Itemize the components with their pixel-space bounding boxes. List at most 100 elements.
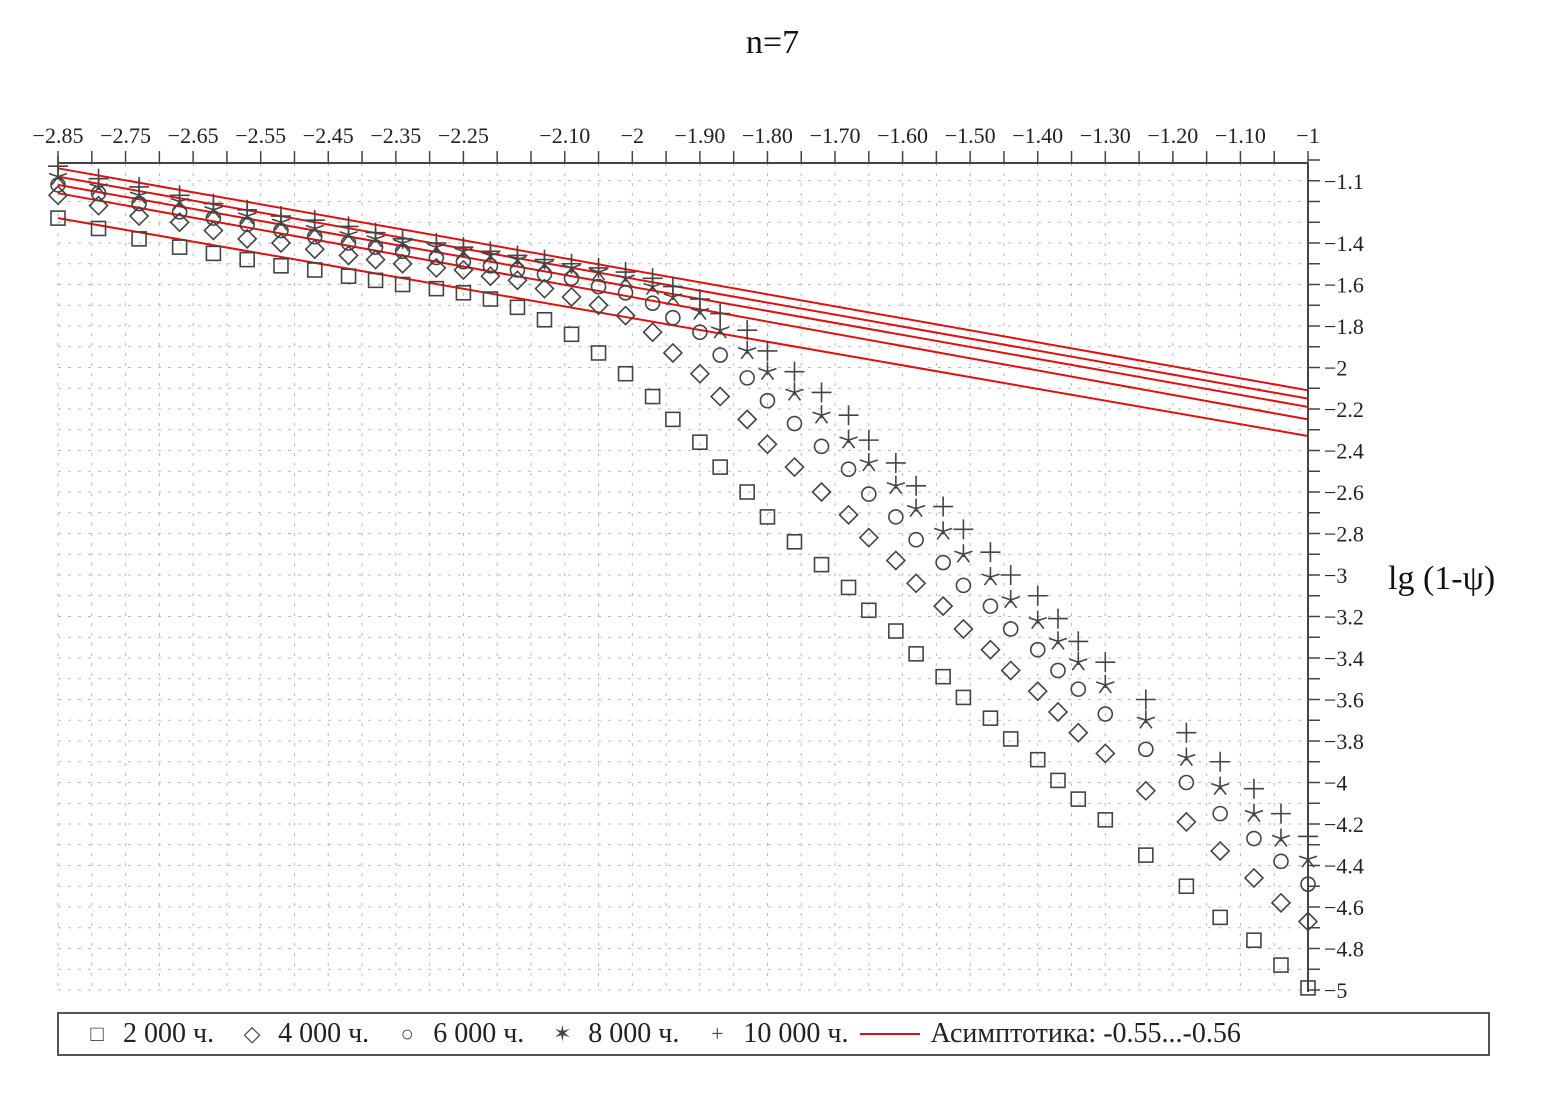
plus-point bbox=[933, 496, 954, 517]
square-point bbox=[171, 239, 188, 255]
x-tick-label: −2.85 bbox=[33, 123, 84, 148]
legend-item-10000: +10 000 ч. bbox=[705, 1018, 848, 1050]
diamond-point bbox=[304, 239, 325, 260]
circle-point bbox=[1050, 662, 1066, 679]
square-point bbox=[982, 710, 999, 726]
square-point bbox=[509, 299, 526, 316]
star-point bbox=[1136, 710, 1156, 729]
legend: □ 2 000 ч. ◇ 4 000 ч. ○ 6 000 ч. ✶ 8 000 ч. … bbox=[57, 1012, 1490, 1056]
plus-point bbox=[662, 276, 683, 297]
circle-point bbox=[759, 392, 776, 409]
plus-point bbox=[588, 257, 609, 278]
x-tick-label: −1.10 bbox=[1215, 123, 1266, 148]
square-point bbox=[306, 262, 323, 278]
star-point bbox=[933, 521, 953, 540]
y-tick-label: −1.4 bbox=[1324, 231, 1364, 256]
diamond-point bbox=[858, 527, 879, 548]
y-tick-label: −2.6 bbox=[1324, 480, 1364, 505]
square-point bbox=[273, 258, 289, 274]
plus-point bbox=[1298, 826, 1318, 847]
plus-point bbox=[338, 216, 359, 237]
y-tick-label: −1.8 bbox=[1324, 314, 1364, 339]
circle-point bbox=[1178, 774, 1195, 791]
plus-point bbox=[757, 340, 778, 361]
legend-label: 2 000 ч. bbox=[123, 1018, 215, 1049]
diamond-point bbox=[885, 550, 906, 571]
plus-point bbox=[1095, 652, 1116, 673]
y-tick-label: −5 bbox=[1324, 978, 1347, 1003]
diamond-point bbox=[365, 249, 386, 270]
square-point bbox=[1029, 751, 1046, 768]
star-point bbox=[812, 405, 831, 424]
diamond-marker-icon: ◇ bbox=[243, 1021, 261, 1046]
circle-point bbox=[908, 531, 924, 548]
plus-point bbox=[392, 228, 413, 249]
square-point bbox=[394, 276, 411, 293]
asymptote-line bbox=[57, 175, 1309, 400]
diamond-point bbox=[953, 618, 974, 640]
legend-label: 8 000 ч. bbox=[588, 1018, 680, 1049]
plus-point bbox=[270, 206, 291, 227]
x-tick-label: −1.80 bbox=[742, 123, 793, 148]
square-point bbox=[131, 231, 147, 247]
diamond-point bbox=[662, 342, 683, 364]
plus-point bbox=[953, 519, 974, 540]
diamond-point bbox=[88, 195, 109, 216]
diamond-point bbox=[689, 363, 711, 384]
plus-point bbox=[88, 168, 109, 189]
star-point bbox=[1048, 631, 1068, 650]
diamond-point bbox=[980, 639, 1001, 660]
diamond-point bbox=[905, 573, 927, 594]
diamond-point bbox=[1176, 811, 1197, 833]
diamond-point bbox=[784, 456, 805, 478]
plus-point bbox=[203, 193, 224, 214]
square-point bbox=[935, 668, 951, 685]
x-tick-label: −2 bbox=[621, 123, 644, 148]
square-point bbox=[692, 434, 708, 451]
circle-point bbox=[1300, 876, 1316, 892]
star-point bbox=[1001, 589, 1020, 609]
square-point bbox=[205, 245, 222, 262]
y-tick-label: −3.4 bbox=[1324, 646, 1364, 671]
square-point bbox=[888, 623, 904, 639]
diamond-point bbox=[737, 409, 758, 430]
diamond-point bbox=[237, 228, 258, 249]
square-point bbox=[955, 689, 972, 706]
x-tick-label: −2.75 bbox=[100, 123, 151, 148]
diamond-point bbox=[811, 481, 832, 503]
square-point bbox=[759, 509, 776, 525]
diamond-point bbox=[203, 220, 224, 241]
plus-point bbox=[534, 249, 555, 270]
plus-point bbox=[1176, 722, 1197, 743]
x-tick-label: −1.90 bbox=[674, 123, 725, 148]
diamond-point bbox=[480, 266, 501, 287]
y-tick-label: −4.2 bbox=[1324, 812, 1364, 837]
legend-item-asymptote: Асимптотика: -0.55...-0.56 bbox=[860, 1018, 1241, 1050]
diamond-point bbox=[1068, 722, 1089, 743]
circle-point bbox=[982, 598, 999, 614]
diamond-point bbox=[642, 322, 663, 343]
square-point bbox=[1178, 878, 1195, 895]
x-tick-label: −2.55 bbox=[235, 123, 286, 148]
square-point bbox=[90, 220, 107, 237]
plus-point bbox=[784, 361, 805, 382]
legend-label: 4 000 ч. bbox=[278, 1018, 370, 1049]
star-point bbox=[1244, 803, 1264, 823]
square-point bbox=[665, 411, 681, 428]
circle-point bbox=[935, 554, 951, 571]
diamond-point bbox=[392, 253, 413, 274]
circle-point bbox=[306, 228, 323, 245]
circle-point bbox=[1212, 805, 1228, 822]
diamond-point bbox=[426, 257, 447, 279]
square-point bbox=[786, 533, 803, 550]
plus-point bbox=[237, 199, 258, 220]
y-tick-label: −2.2 bbox=[1324, 397, 1364, 422]
circle-point bbox=[861, 486, 877, 502]
plus-point bbox=[1210, 751, 1231, 772]
asymptote-line bbox=[57, 183, 1309, 408]
plus-point bbox=[1135, 689, 1156, 710]
x-tick-label: −1.30 bbox=[1080, 123, 1131, 148]
circle-point bbox=[813, 438, 830, 455]
square-point bbox=[617, 365, 634, 382]
square-point bbox=[536, 311, 553, 328]
